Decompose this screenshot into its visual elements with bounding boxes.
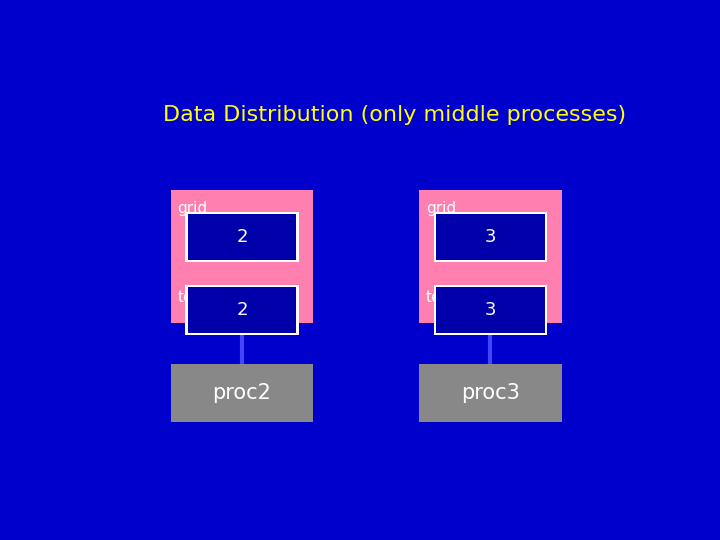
Text: 3: 3 xyxy=(485,228,496,246)
FancyBboxPatch shape xyxy=(186,285,299,335)
FancyBboxPatch shape xyxy=(171,190,313,322)
Text: proc3: proc3 xyxy=(461,383,520,403)
FancyBboxPatch shape xyxy=(188,214,297,260)
FancyBboxPatch shape xyxy=(433,212,547,262)
Text: grid: grid xyxy=(426,201,456,216)
FancyBboxPatch shape xyxy=(419,364,562,422)
FancyBboxPatch shape xyxy=(433,285,547,335)
FancyBboxPatch shape xyxy=(188,287,297,333)
Text: 2: 2 xyxy=(236,301,248,319)
Text: 3: 3 xyxy=(485,301,496,319)
FancyBboxPatch shape xyxy=(419,190,562,322)
FancyBboxPatch shape xyxy=(436,214,545,260)
Text: temp: temp xyxy=(426,290,466,305)
FancyBboxPatch shape xyxy=(171,364,313,422)
Text: temp: temp xyxy=(178,290,217,305)
Text: proc2: proc2 xyxy=(212,383,271,403)
FancyBboxPatch shape xyxy=(436,287,545,333)
Text: grid: grid xyxy=(178,201,208,216)
Text: Data Distribution (only middle processes): Data Distribution (only middle processes… xyxy=(163,105,626,125)
Text: 2: 2 xyxy=(236,228,248,246)
FancyBboxPatch shape xyxy=(186,212,299,262)
